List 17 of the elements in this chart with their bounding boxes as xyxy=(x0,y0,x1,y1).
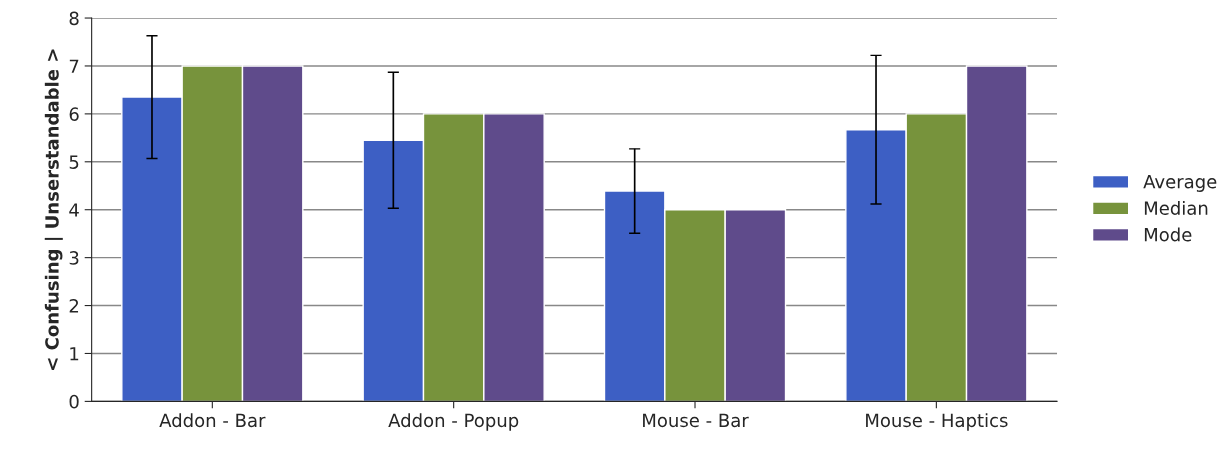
y-tick-label: 1 xyxy=(70,347,79,361)
y-tick-label: 0 xyxy=(69,394,79,409)
y-tick-label: 6 xyxy=(69,107,79,121)
y-tick-label: 2 xyxy=(69,299,79,313)
y-axis-title: < Confusing | Unserstandable > xyxy=(44,49,63,370)
y-tick-label: 5 xyxy=(69,155,79,169)
legend-label: Average xyxy=(1143,175,1217,192)
legend-label: Median xyxy=(1144,200,1208,215)
y-tick-label: 7 xyxy=(69,59,79,73)
y-tick-label: 3 xyxy=(69,251,79,265)
y-tick-label: 8 xyxy=(69,11,79,26)
x-tick-label: Addon - Popup xyxy=(388,413,519,431)
y-tick-label: 4 xyxy=(69,203,79,217)
legend-label: Mode xyxy=(1144,227,1192,242)
x-tick-label: Addon - Bar xyxy=(159,413,266,428)
x-tick-label: Mouse - Bar xyxy=(643,413,749,428)
x-tick-label: Mouse - Haptics xyxy=(866,413,1008,431)
